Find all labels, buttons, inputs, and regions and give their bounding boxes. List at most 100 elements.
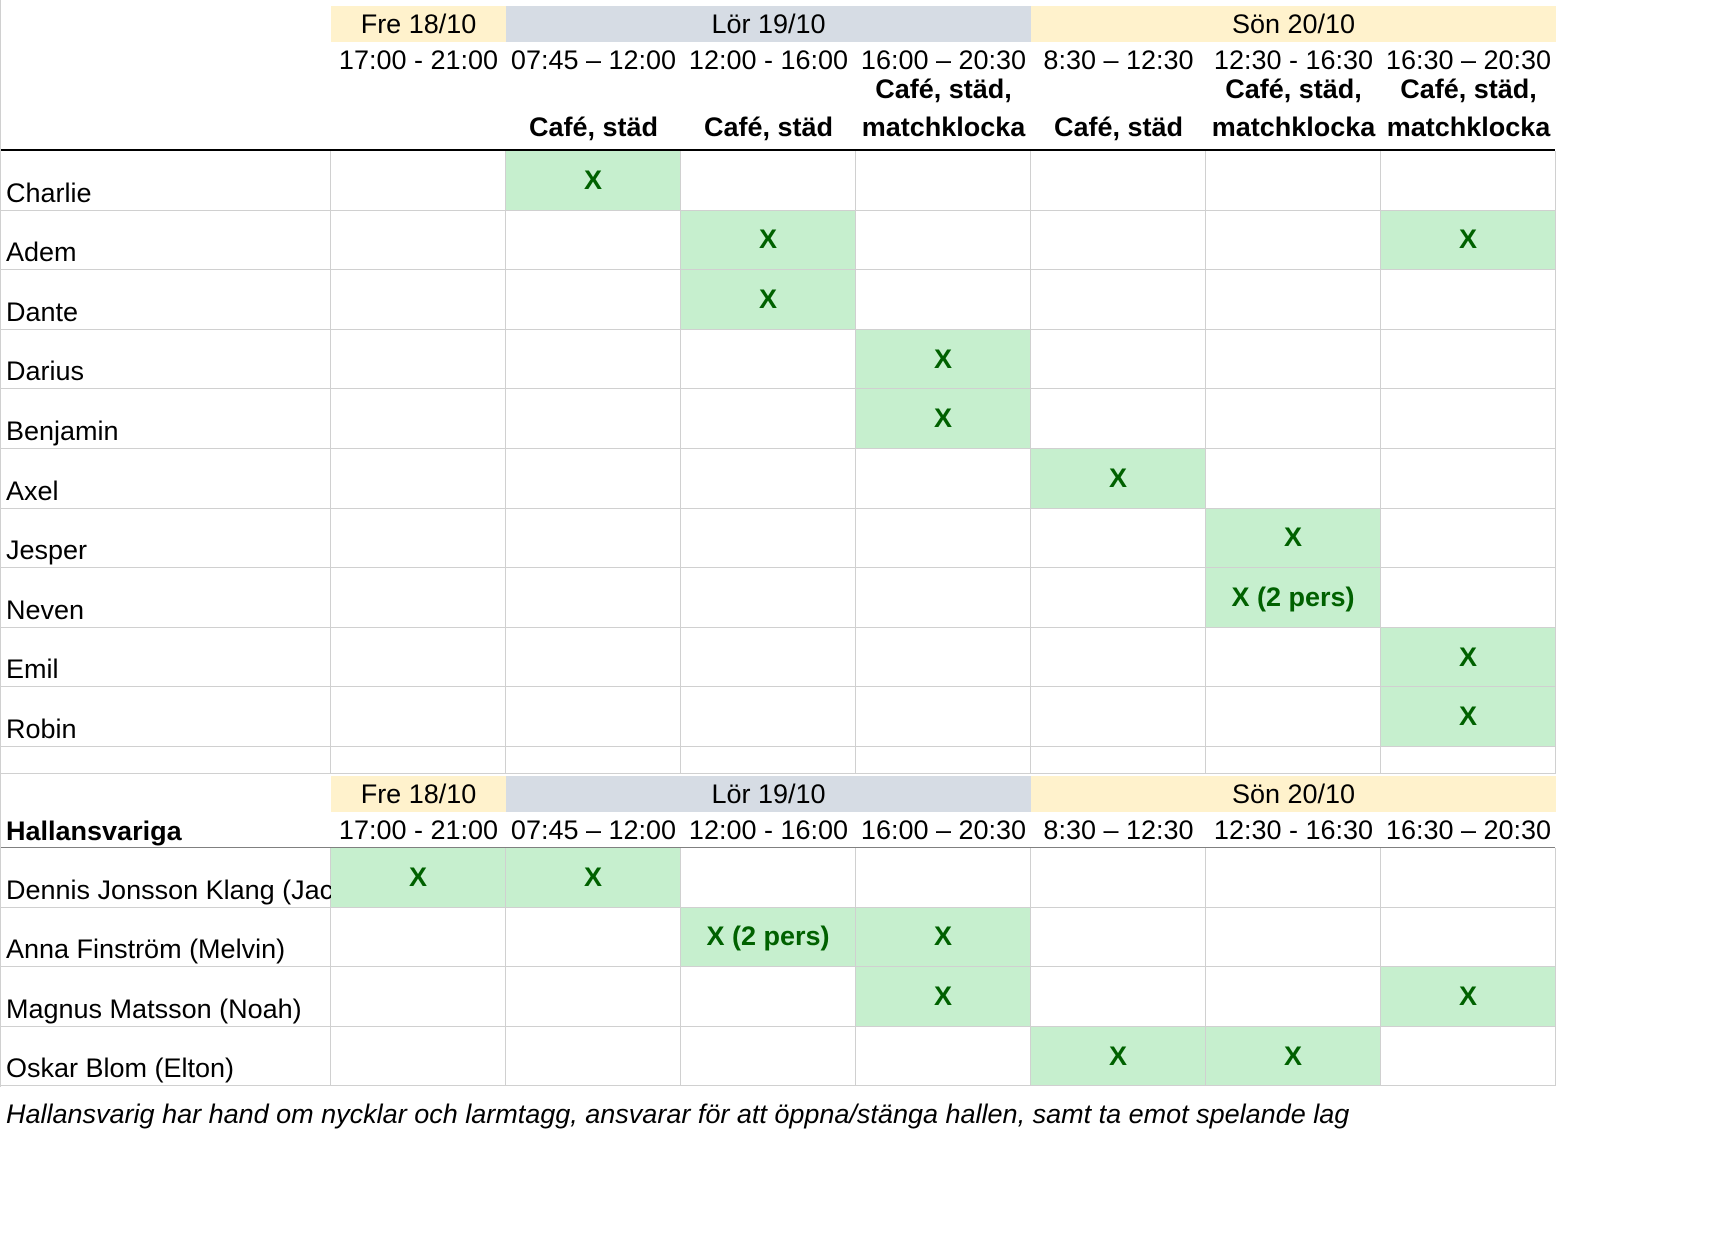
responsible-empty-cell[interactable] xyxy=(331,967,506,1027)
players-name[interactable]: Jesper xyxy=(0,508,331,569)
responsible-mark-cell[interactable]: X xyxy=(331,848,506,908)
task-header[interactable]: Café, städ, matchklocka xyxy=(1386,74,1551,142)
players-empty-cell[interactable] xyxy=(331,389,506,449)
players-empty-cell[interactable] xyxy=(506,389,681,449)
task-header[interactable] xyxy=(331,78,506,150)
top-time-slot[interactable]: 16:30 – 20:30 xyxy=(1385,44,1552,75)
players-empty-cell[interactable] xyxy=(1031,627,1206,688)
responsible-empty-cell[interactable] xyxy=(1206,848,1381,908)
resp-day-header[interactable]: Lör 19/10 xyxy=(506,776,1031,812)
responsible-mark-cell[interactable]: X xyxy=(856,967,1031,1027)
players-empty-cell[interactable] xyxy=(331,449,506,509)
players-empty-cell[interactable] xyxy=(681,568,856,628)
players-empty-cell[interactable] xyxy=(506,687,681,747)
responsible-empty-cell[interactable] xyxy=(1381,907,1556,968)
players-empty-cell[interactable] xyxy=(331,210,506,271)
players-empty-cell[interactable] xyxy=(1031,568,1206,628)
top-time-slot[interactable]: 12:00 - 16:00 xyxy=(688,44,849,75)
top-time-slot[interactable]: 07:45 – 12:00 xyxy=(510,44,677,75)
resp-time-slot[interactable]: 07:45 – 12:00 xyxy=(510,814,677,845)
task-header[interactable]: Café, städ, matchklocka xyxy=(1211,74,1376,142)
responsible-empty-cell[interactable] xyxy=(506,907,681,968)
players-empty-cell[interactable] xyxy=(1206,210,1381,271)
players-empty-cell[interactable] xyxy=(1381,151,1556,211)
responsible-empty-cell[interactable] xyxy=(331,907,506,968)
responsible-mark-cell[interactable]: X xyxy=(856,907,1031,968)
players-empty-cell[interactable] xyxy=(856,687,1031,747)
responsible-name[interactable]: Oskar Blom (Elton) xyxy=(0,1026,331,1087)
responsible-empty-cell[interactable] xyxy=(1031,848,1206,908)
players-empty-cell[interactable] xyxy=(506,627,681,688)
players-empty-cell[interactable] xyxy=(331,329,506,390)
spacer-cell[interactable] xyxy=(1381,747,1556,774)
top-day-header[interactable]: Sön 20/10 xyxy=(1031,6,1556,42)
players-empty-cell[interactable] xyxy=(331,568,506,628)
players-mark-cell[interactable]: X xyxy=(856,329,1031,390)
players-mark-cell[interactable]: X xyxy=(1031,449,1206,509)
players-name[interactable]: Dante xyxy=(0,270,331,330)
players-empty-cell[interactable] xyxy=(1031,687,1206,747)
players-empty-cell[interactable] xyxy=(1031,389,1206,449)
responsible-empty-cell[interactable] xyxy=(506,967,681,1027)
players-mark-cell[interactable]: X xyxy=(1206,508,1381,569)
spacer-cell[interactable] xyxy=(1206,747,1381,774)
players-empty-cell[interactable] xyxy=(1381,329,1556,390)
responsible-name[interactable]: Anna Finström (Melvin) xyxy=(0,907,331,968)
players-empty-cell[interactable] xyxy=(1381,389,1556,449)
players-name[interactable]: Charlie xyxy=(0,151,331,211)
responsible-mark-cell[interactable]: X xyxy=(1381,967,1556,1027)
players-empty-cell[interactable] xyxy=(1206,687,1381,747)
players-empty-cell[interactable] xyxy=(506,449,681,509)
players-empty-cell[interactable] xyxy=(1031,508,1206,569)
players-empty-cell[interactable] xyxy=(1031,210,1206,271)
responsible-empty-cell[interactable] xyxy=(331,1026,506,1087)
resp-time-slot[interactable]: 12:00 - 16:00 xyxy=(688,814,849,845)
responsible-empty-cell[interactable] xyxy=(681,967,856,1027)
responsible-empty-cell[interactable] xyxy=(506,1026,681,1087)
resp-day-header[interactable]: Sön 20/10 xyxy=(1031,776,1556,812)
responsible-name[interactable]: Dennis Jonsson Klang (Jack) xyxy=(0,848,356,908)
resp-day-header[interactable]: Fre 18/10 xyxy=(331,776,506,812)
players-name[interactable]: Neven xyxy=(0,568,331,628)
task-header[interactable]: Café, städ xyxy=(1053,112,1184,142)
responsible-empty-cell[interactable] xyxy=(1031,907,1206,968)
players-name[interactable]: Emil xyxy=(0,627,331,688)
players-empty-cell[interactable] xyxy=(506,508,681,569)
responsible-empty-cell[interactable] xyxy=(1206,967,1381,1027)
players-name[interactable]: Benjamin xyxy=(0,389,331,449)
players-mark-cell[interactable]: X xyxy=(681,270,856,330)
top-time-slot[interactable]: 12:30 - 16:30 xyxy=(1213,44,1374,75)
players-empty-cell[interactable] xyxy=(681,627,856,688)
spacer-cell[interactable] xyxy=(331,747,506,774)
spacer-cell[interactable] xyxy=(681,747,856,774)
players-name[interactable]: Axel xyxy=(0,449,331,509)
top-day-header[interactable]: Lör 19/10 xyxy=(506,6,1031,42)
players-empty-cell[interactable] xyxy=(506,329,681,390)
players-mark-cell[interactable]: X xyxy=(856,389,1031,449)
spacer-cell[interactable] xyxy=(856,747,1031,774)
players-empty-cell[interactable] xyxy=(1206,449,1381,509)
responsible-name[interactable]: Magnus Matsson (Noah) xyxy=(0,967,331,1027)
top-time-slot[interactable]: 16:00 – 20:30 xyxy=(860,44,1027,75)
players-empty-cell[interactable] xyxy=(1031,329,1206,390)
players-empty-cell[interactable] xyxy=(681,508,856,569)
players-empty-cell[interactable] xyxy=(1031,270,1206,330)
players-empty-cell[interactable] xyxy=(331,687,506,747)
top-time-slot[interactable]: 17:00 - 21:00 xyxy=(338,44,499,75)
spacer-cell[interactable] xyxy=(0,747,331,774)
spacer-cell[interactable] xyxy=(506,747,681,774)
players-empty-cell[interactable] xyxy=(856,568,1031,628)
players-empty-cell[interactable] xyxy=(1206,270,1381,330)
players-mark-cell[interactable]: X (2 pers) xyxy=(1206,568,1381,628)
players-empty-cell[interactable] xyxy=(1381,449,1556,509)
responsible-empty-cell[interactable] xyxy=(1381,1026,1556,1087)
responsible-empty-cell[interactable] xyxy=(1031,967,1206,1027)
players-name[interactable]: Adem xyxy=(0,210,331,271)
responsible-mark-cell[interactable]: X (2 pers) xyxy=(681,907,856,968)
players-empty-cell[interactable] xyxy=(331,508,506,569)
players-empty-cell[interactable] xyxy=(1031,151,1206,211)
players-empty-cell[interactable] xyxy=(1381,270,1556,330)
players-empty-cell[interactable] xyxy=(1206,389,1381,449)
players-empty-cell[interactable] xyxy=(681,449,856,509)
responsible-mark-cell[interactable]: X xyxy=(1031,1026,1206,1087)
